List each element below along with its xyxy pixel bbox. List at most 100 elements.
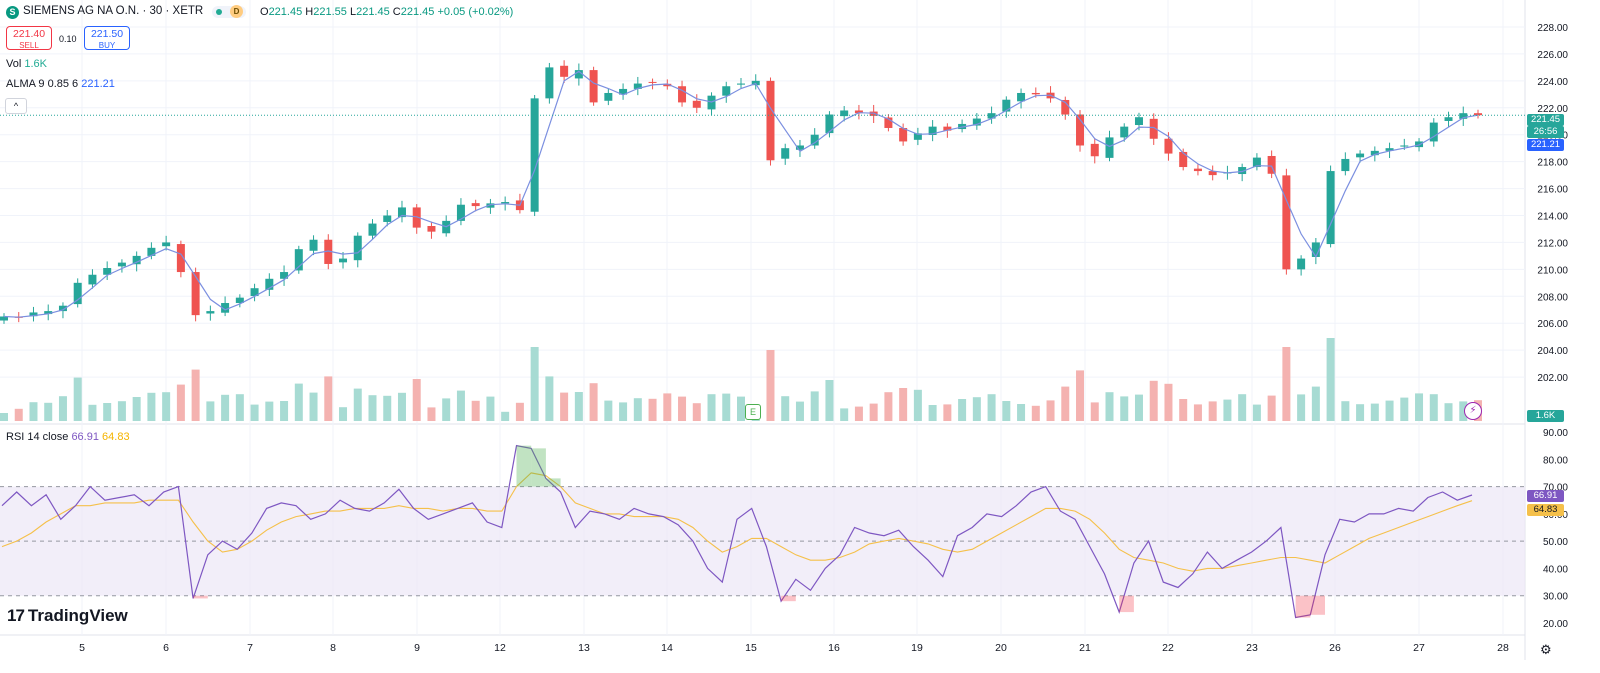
volume-bar [1385,400,1394,421]
volume-bar [1326,338,1335,421]
time-tick-label: 5 [79,642,85,654]
volume-bar [574,392,583,421]
volume-bar [530,347,539,421]
candle-body [899,127,908,142]
candle-body [1164,138,1173,154]
volume-bar [132,397,141,421]
candle-body [1297,258,1306,270]
spread-value: 0.10 [59,34,77,44]
candle-body [928,126,937,135]
volume-bar [1415,393,1424,421]
rsi-oversold-fill [781,595,796,602]
volume-bar [58,396,67,421]
candle-body [1120,126,1129,138]
time-tick-label: 26 [1329,642,1341,654]
volume-bar [73,377,82,421]
volume-bar [29,402,38,421]
rsi-tick-label: 70.00 [1543,483,1568,494]
volume-bar [147,392,156,421]
time-tick-label: 20 [995,642,1007,654]
earnings-marker[interactable]: E [745,404,761,420]
time-tick-label: 22 [1162,642,1174,654]
candle-body [1267,155,1276,174]
candle-body [1429,122,1438,142]
candle-body [1090,143,1099,157]
candle-body [486,203,495,208]
symbol-logo-icon[interactable]: S [6,6,19,19]
candle-body [574,70,583,79]
sell-button[interactable]: 221.40 SELL [6,26,52,50]
volume-bar [840,408,849,421]
candle-body [132,255,141,265]
candle-body [265,278,274,290]
candle-body [294,249,303,271]
volume-bar [619,402,628,421]
candle-body [737,83,745,85]
volume-bar [1120,396,1129,421]
price-tick-label: 222.00 [1537,104,1568,115]
candle-body [1149,118,1158,139]
candle-body [913,133,922,140]
candle-body [663,83,672,87]
candle-body [206,311,215,314]
collapse-legend-button[interactable]: ^ [5,98,27,114]
volume-bar [1134,394,1143,421]
rsi-value-tag: 66.91 [1527,490,1564,502]
volume-legend[interactable]: Vol 1.6K [6,58,47,70]
volume-bar [825,380,834,421]
gear-icon[interactable]: ⚙ [1540,642,1552,657]
volume-bar [899,388,908,421]
volume-bar [795,401,804,421]
lightning-icon[interactable]: ⚡ [1464,402,1482,420]
volume-bar [221,394,230,421]
volume-bar [1341,401,1350,421]
candle-body [324,239,333,264]
candle-body [147,247,156,256]
time-tick-label: 7 [247,642,253,654]
price-tick-label: 212.00 [1537,238,1568,249]
volume-bar [987,394,996,421]
candle-body [1341,158,1350,172]
volume-bar [117,401,126,421]
tradingview-logo[interactable]: 17 TradingView [7,606,128,625]
candle-body [368,223,377,236]
symbol-title[interactable]: SIEMENS AG NA O.N. · 30 · XETR [23,5,204,17]
candle-body [88,274,97,285]
volume-bars [0,338,1482,421]
candle-body [1385,148,1394,151]
volume-bar [0,413,8,421]
rsi-tick-label: 30.00 [1543,592,1568,603]
candle-body [162,242,171,247]
candle-body [0,316,8,321]
volume-bar [1193,404,1202,421]
delayed-data-badge[interactable]: D [230,5,243,18]
candle-body [1326,171,1335,245]
price-tick-label: 208.00 [1537,292,1568,303]
candle-body [648,81,657,83]
candles [0,60,1482,324]
market-open-dot-icon [216,9,222,15]
candle-body [383,215,392,222]
rsi-ma-tag: 64.83 [1527,504,1564,516]
alma-legend[interactable]: ALMA 9 0.85 6 221.21 [6,78,115,90]
volume-bar [427,407,436,421]
time-tick-label: 27 [1413,642,1425,654]
last-price-tag: 221.45 [1527,114,1564,126]
candle-body [412,207,421,228]
volume-bar [1459,401,1468,421]
rsi-legend[interactable]: RSI 14 close 66.91 64.83 [6,431,130,443]
candle-body [1311,242,1320,257]
volume-bar [604,400,613,421]
candle-body [781,148,790,159]
volume-bar [766,350,775,421]
candle-body [501,202,510,204]
volume-bar [442,398,451,421]
candle-body [545,67,554,99]
time-tick-label: 28 [1497,642,1509,654]
buy-button[interactable]: 221.50 BUY [84,26,130,50]
rsi-oversold-fill [1119,595,1134,613]
price-tick-label: 214.00 [1537,212,1568,223]
volume-bar [1223,399,1232,421]
candle-body [1238,167,1247,175]
